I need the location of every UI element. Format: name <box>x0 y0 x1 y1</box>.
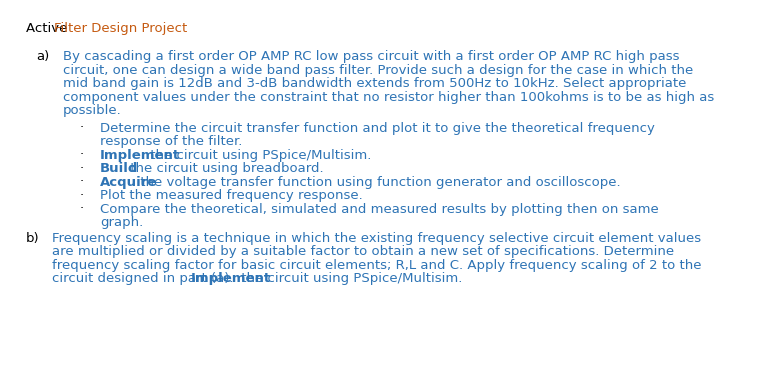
Text: Plot the measured frequency response.: Plot the measured frequency response. <box>100 189 363 202</box>
Text: mid band gain is 12dB and 3-dB bandwidth extends from 500Hz to 10kHz. Select app: mid band gain is 12dB and 3-dB bandwidth… <box>63 77 686 90</box>
Text: the circuit using breadboard.: the circuit using breadboard. <box>126 162 324 175</box>
Text: circuit, one can design a wide band pass filter. Provide such a design for the c: circuit, one can design a wide band pass… <box>63 63 693 77</box>
Text: are multiplied or divided by a suitable factor to obtain a new set of specificat: are multiplied or divided by a suitable … <box>52 245 674 258</box>
Text: Acquire: Acquire <box>100 175 157 189</box>
Text: ·: · <box>80 175 84 189</box>
Text: possible.: possible. <box>63 104 121 117</box>
Text: Determine the circuit transfer function and plot it to give the theoretical freq: Determine the circuit transfer function … <box>100 121 655 135</box>
Text: component values under the constraint that no resistor higher than 100kohms is t: component values under the constraint th… <box>63 91 714 103</box>
Text: ·: · <box>80 121 84 135</box>
Text: Implement: Implement <box>191 272 271 285</box>
Text: ·: · <box>80 149 84 161</box>
Text: Filter Design Project: Filter Design Project <box>54 22 187 35</box>
Text: ·: · <box>80 189 84 202</box>
Text: Implement: Implement <box>100 149 181 161</box>
Text: frequency scaling factor for basic circuit elements; R,L and C. Apply frequency : frequency scaling factor for basic circu… <box>52 259 701 272</box>
Text: Build: Build <box>100 162 138 175</box>
Text: the circuit using PSpice/Multisim.: the circuit using PSpice/Multisim. <box>237 272 462 285</box>
Text: circuit designed in part (a).: circuit designed in part (a). <box>52 272 238 285</box>
Text: the circuit using PSpice/Multisim.: the circuit using PSpice/Multisim. <box>146 149 371 161</box>
Text: the voltage transfer function using function generator and oscilloscope.: the voltage transfer function using func… <box>136 175 621 189</box>
Text: ·: · <box>80 203 84 216</box>
Text: Compare the theoretical, simulated and measured results by plotting then on same: Compare the theoretical, simulated and m… <box>100 203 659 216</box>
Text: b): b) <box>26 231 40 245</box>
Text: ·: · <box>80 162 84 175</box>
Text: Active: Active <box>26 22 72 35</box>
Text: By cascading a first order OP AMP RC low pass circuit with a first order OP AMP : By cascading a first order OP AMP RC low… <box>63 50 680 63</box>
Text: graph.: graph. <box>100 216 143 229</box>
Text: response of the filter.: response of the filter. <box>100 135 242 148</box>
Text: a): a) <box>37 50 50 63</box>
Text: Frequency scaling is a technique in which the existing frequency selective circu: Frequency scaling is a technique in whic… <box>52 231 701 245</box>
